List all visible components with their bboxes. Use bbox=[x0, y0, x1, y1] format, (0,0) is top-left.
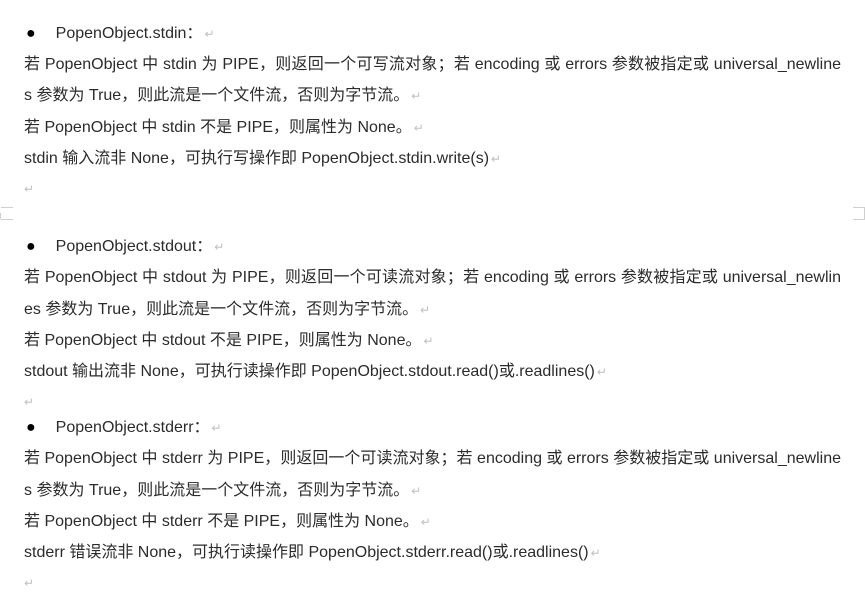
bullet-line-stderr: ● PopenObject.stderr：↵ bbox=[24, 412, 841, 443]
return-mark-icon: ↵ bbox=[204, 27, 214, 41]
paragraph: stdin 输入流非 None，可执行写操作即 PopenObject.stdi… bbox=[24, 143, 841, 174]
paragraph-text: 若 PopenObject 中 stdout 不是 PIPE，则属性为 None… bbox=[24, 332, 421, 349]
paragraph: 若 PopenObject 中 stdout 为 PIPE，则返回一个可读流对象… bbox=[24, 262, 841, 324]
paragraph: stdout 输出流非 None，可执行读操作即 PopenObject.std… bbox=[24, 356, 841, 387]
paragraph: stderr 错误流非 None，可执行读操作即 PopenObject.std… bbox=[24, 537, 841, 568]
page-break bbox=[0, 205, 865, 225]
paragraph-text: stdout 输出流非 None，可执行读操作即 PopenObject.std… bbox=[24, 363, 595, 380]
section-stdin: ● PopenObject.stdin：↵ 若 PopenObject 中 st… bbox=[24, 18, 841, 174]
section-stderr: ● PopenObject.stderr：↵ 若 PopenObject 中 s… bbox=[24, 412, 841, 568]
return-mark-icon: ↵ bbox=[24, 182, 34, 196]
return-mark-icon: ↵ bbox=[411, 89, 421, 103]
paragraph-text: 若 PopenObject 中 stderr 为 PIPE，则返回一个可读流对象… bbox=[24, 450, 841, 498]
paragraph: 若 PopenObject 中 stderr 不是 PIPE，则属性为 None… bbox=[24, 506, 841, 537]
return-mark-icon: ↵ bbox=[24, 395, 34, 409]
return-mark-icon: ↵ bbox=[420, 303, 430, 317]
return-mark-icon: ↵ bbox=[491, 152, 501, 166]
section-title: PopenObject.stdin：↵ bbox=[56, 18, 215, 49]
title-text: PopenObject.stdout： bbox=[56, 238, 213, 255]
return-mark-icon: ↵ bbox=[421, 515, 431, 529]
title-text: PopenObject.stderr： bbox=[56, 419, 210, 436]
bullet-icon: ● bbox=[26, 231, 36, 262]
return-mark-icon: ↵ bbox=[212, 421, 222, 435]
empty-line: ↵ bbox=[24, 572, 841, 593]
paragraph-text: stderr 错误流非 None，可执行读操作即 PopenObject.std… bbox=[24, 544, 589, 561]
paragraph: 若 PopenObject 中 stdin 不是 PIPE，则属性为 None。… bbox=[24, 112, 841, 143]
return-mark-icon: ↵ bbox=[591, 546, 601, 560]
paragraph-text: stdin 输入流非 None，可执行写操作即 PopenObject.stdi… bbox=[24, 150, 489, 167]
section-title: PopenObject.stdout：↵ bbox=[56, 231, 225, 262]
page-corner-left-icon bbox=[0, 213, 15, 219]
paragraph: 若 PopenObject 中 stdout 不是 PIPE，则属性为 None… bbox=[24, 325, 841, 356]
return-mark-icon: ↵ bbox=[414, 121, 424, 135]
empty-line: ↵ bbox=[24, 178, 841, 199]
return-mark-icon: ↵ bbox=[411, 484, 421, 498]
empty-line: ↵ bbox=[24, 391, 841, 412]
bullet-line-stdout: ● PopenObject.stdout：↵ bbox=[24, 231, 841, 262]
section-title: PopenObject.stderr：↵ bbox=[56, 412, 222, 443]
paragraph-text: 若 PopenObject 中 stdin 不是 PIPE，则属性为 None。 bbox=[24, 119, 412, 136]
return-mark-icon: ↵ bbox=[597, 365, 607, 379]
bullet-icon: ● bbox=[26, 412, 36, 443]
bullet-line-stdin: ● PopenObject.stdin：↵ bbox=[24, 18, 841, 49]
return-mark-icon: ↵ bbox=[214, 240, 224, 254]
return-mark-icon: ↵ bbox=[24, 576, 34, 590]
page-corner-right-icon bbox=[851, 213, 865, 219]
section-stdout: ● PopenObject.stdout：↵ 若 PopenObject 中 s… bbox=[24, 231, 841, 387]
bullet-icon: ● bbox=[26, 18, 36, 49]
paragraph-text: 若 PopenObject 中 stdin 为 PIPE，则返回一个可写流对象；… bbox=[24, 56, 841, 104]
paragraph: 若 PopenObject 中 stderr 为 PIPE，则返回一个可读流对象… bbox=[24, 443, 841, 505]
title-text: PopenObject.stdin： bbox=[56, 25, 203, 42]
paragraph-text: 若 PopenObject 中 stderr 不是 PIPE，则属性为 None… bbox=[24, 513, 419, 530]
paragraph: 若 PopenObject 中 stdin 为 PIPE，则返回一个可写流对象；… bbox=[24, 49, 841, 111]
paragraph-text: 若 PopenObject 中 stdout 为 PIPE，则返回一个可读流对象… bbox=[24, 269, 841, 317]
return-mark-icon: ↵ bbox=[423, 334, 433, 348]
